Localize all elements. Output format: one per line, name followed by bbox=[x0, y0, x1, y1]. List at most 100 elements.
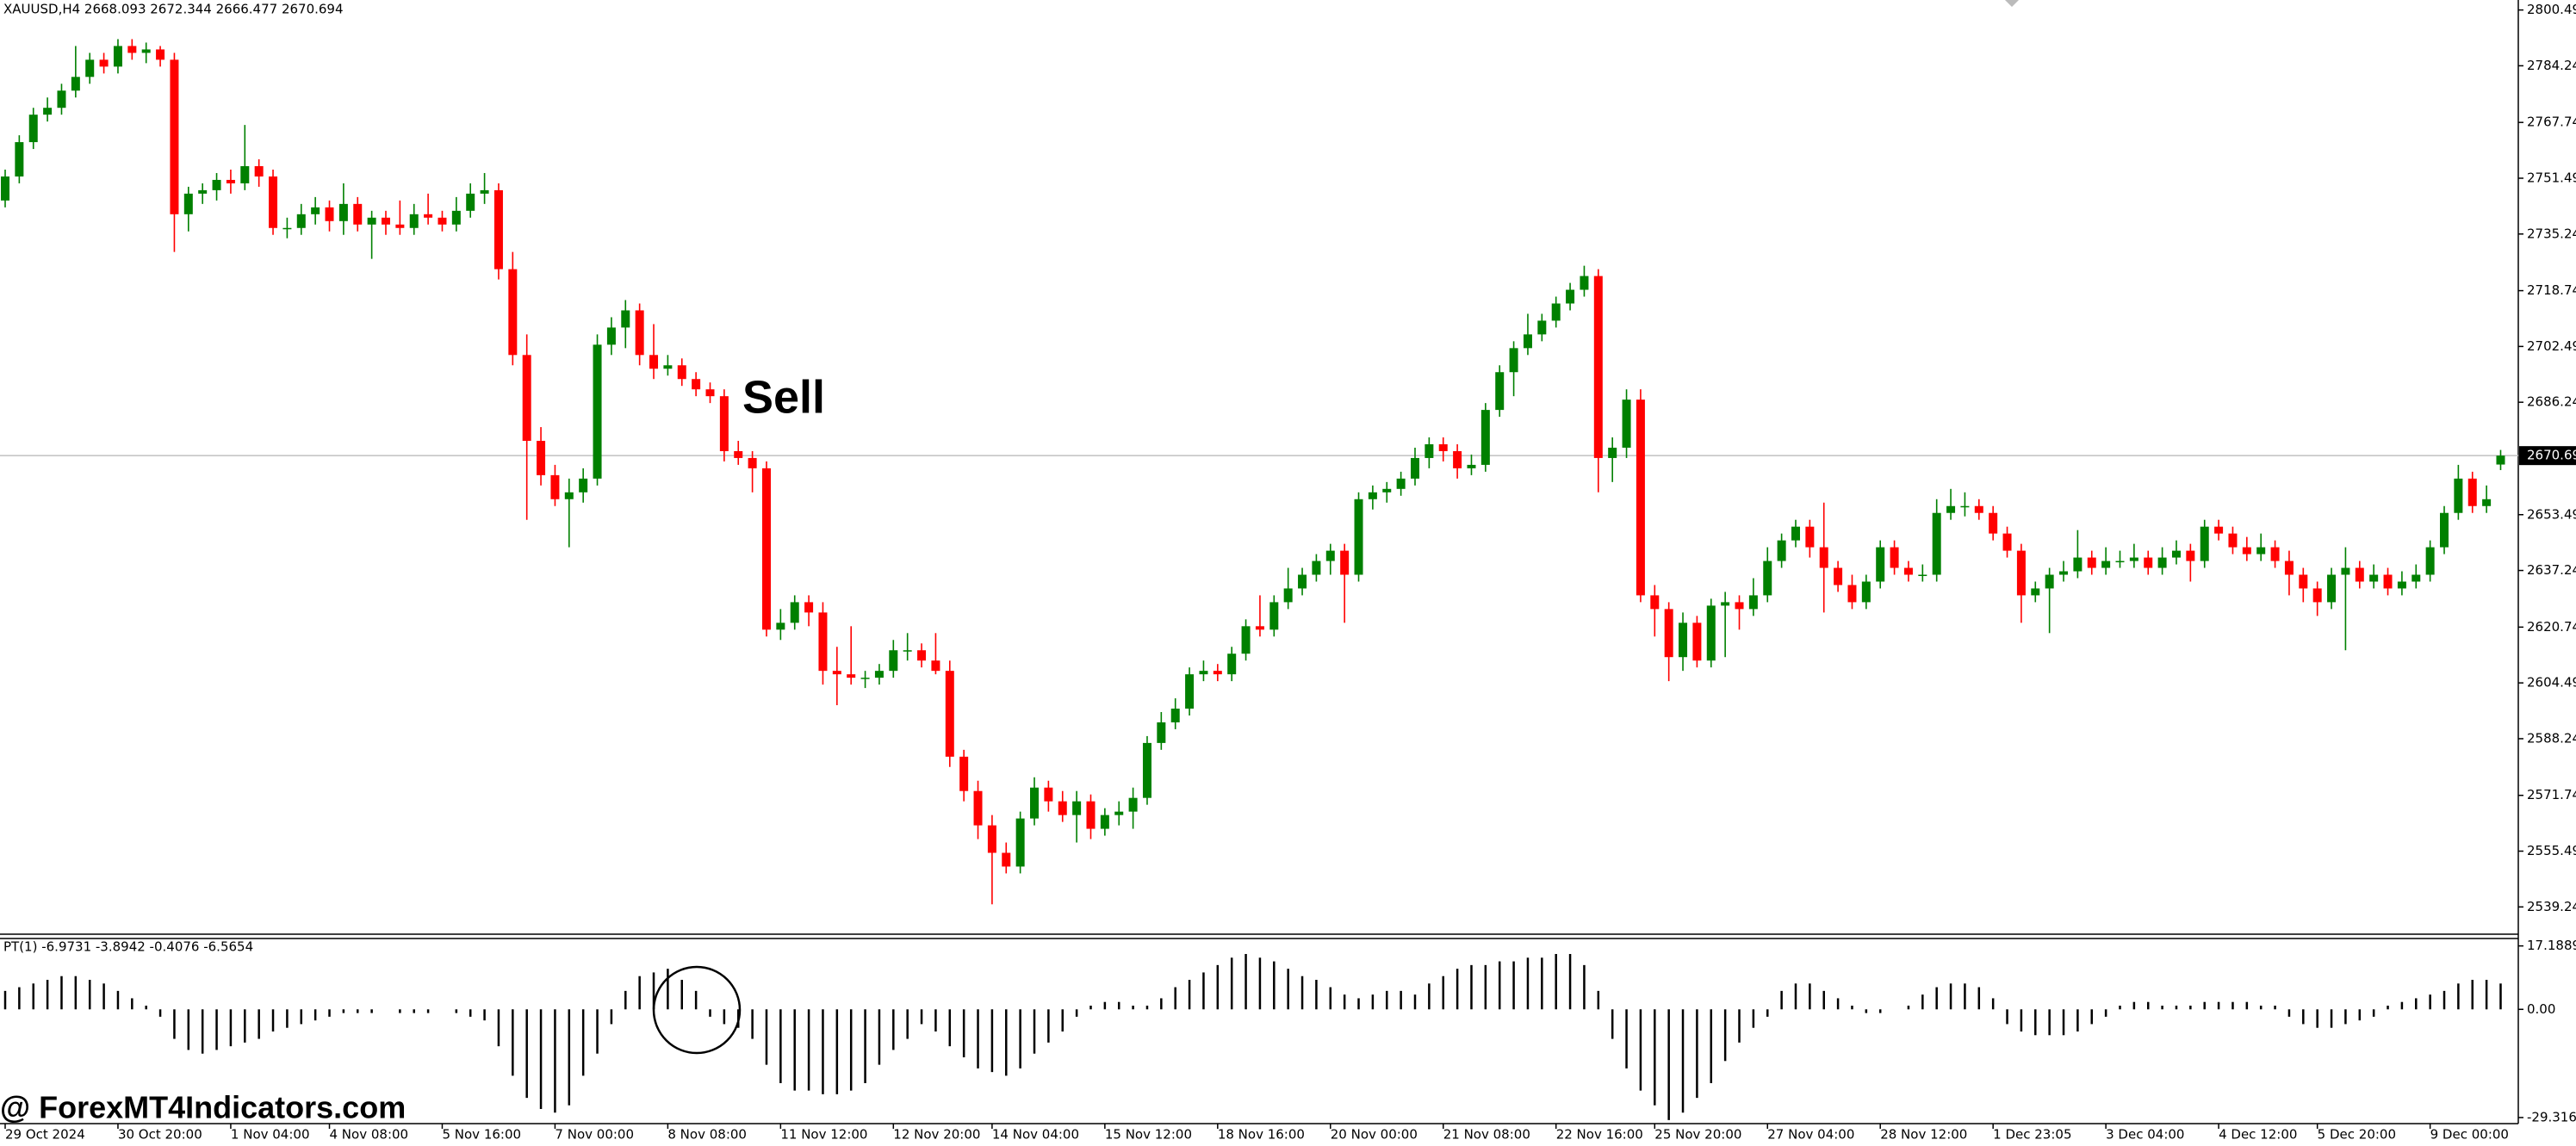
candle-body bbox=[1325, 550, 1335, 561]
candle-body bbox=[1903, 567, 1913, 575]
candle-body bbox=[2101, 561, 2111, 568]
candle-body bbox=[663, 365, 673, 369]
candle-body bbox=[2383, 574, 2393, 589]
candle-body bbox=[1918, 574, 1927, 577]
candle-body bbox=[2256, 547, 2266, 554]
candle-body bbox=[1706, 605, 1716, 661]
candle-body bbox=[1453, 450, 1462, 468]
candle-body bbox=[1735, 602, 1744, 610]
candle-body bbox=[2496, 455, 2505, 465]
candle-body bbox=[353, 203, 363, 225]
y-tick-label: -29.3167 bbox=[2527, 1109, 2576, 1124]
candle-body bbox=[127, 46, 137, 53]
chart-header: XAUUSD,H4 2668.093 2672.344 2666.477 267… bbox=[3, 2, 344, 17]
candle-body bbox=[2016, 550, 2026, 596]
x-tick-label: 25 Nov 20:00 bbox=[1654, 1127, 1741, 1143]
x-tick-label: 5 Dec 20:00 bbox=[2318, 1127, 2396, 1143]
x-tick-label: 8 Nov 08:00 bbox=[667, 1127, 747, 1143]
candle-body bbox=[522, 355, 531, 441]
candle-body bbox=[212, 179, 221, 190]
y-tick-label: 2539.240 bbox=[2527, 899, 2576, 914]
candle-body bbox=[1396, 478, 1406, 489]
candle-body bbox=[2355, 567, 2364, 582]
candle-body bbox=[692, 379, 701, 390]
candle-body bbox=[2341, 567, 2350, 575]
candle-body bbox=[1128, 797, 1138, 812]
x-tick-label: 1 Dec 23:05 bbox=[1993, 1127, 2071, 1143]
candle-body bbox=[973, 790, 983, 826]
candle-body bbox=[43, 108, 53, 115]
candle-body bbox=[170, 59, 179, 214]
candle-body bbox=[28, 115, 38, 143]
candle-body bbox=[1791, 526, 1800, 541]
candle-body bbox=[183, 193, 193, 214]
candle-body bbox=[917, 650, 927, 661]
candle-body bbox=[1960, 505, 1970, 508]
candle-body bbox=[1593, 276, 1603, 458]
candle-body bbox=[226, 179, 235, 183]
candle-body bbox=[113, 46, 122, 67]
x-tick-label: 27 Nov 04:00 bbox=[1767, 1127, 1854, 1143]
candle-body bbox=[2369, 574, 2379, 582]
candle-body bbox=[705, 389, 715, 397]
candle-body bbox=[860, 678, 870, 679]
watermark: @ ForexMT4Indicators.com bbox=[0, 1090, 406, 1125]
candle-body bbox=[2284, 561, 2294, 575]
candle-body bbox=[2412, 574, 2421, 582]
candle-body bbox=[451, 210, 461, 225]
candle-body bbox=[325, 207, 334, 221]
x-tick-label: 5 Nov 16:00 bbox=[442, 1127, 521, 1143]
candle-body bbox=[903, 650, 912, 652]
candle-body bbox=[1298, 574, 1307, 589]
candle-body bbox=[1467, 464, 1476, 468]
y-tick-label: 2555.490 bbox=[2527, 843, 2576, 858]
candle-body bbox=[1523, 334, 1532, 349]
candle-body bbox=[818, 612, 828, 672]
candle-body bbox=[1312, 561, 1321, 575]
x-tick-label: 29 Oct 2024 bbox=[5, 1127, 85, 1143]
candle-body bbox=[1763, 561, 1772, 596]
candle-body bbox=[1537, 320, 1547, 335]
current-price-box bbox=[2519, 446, 2576, 466]
candle-body bbox=[2115, 561, 2125, 563]
y-tick-label: 17.1889 bbox=[2527, 938, 2576, 953]
y-tick-label: 2653.490 bbox=[2527, 506, 2576, 522]
candle-body bbox=[1989, 512, 1998, 534]
candle-body bbox=[1805, 526, 1815, 548]
annotation: Sell bbox=[742, 371, 825, 423]
candle-body bbox=[15, 142, 24, 177]
candle-body bbox=[1480, 410, 1490, 465]
candle-body bbox=[296, 214, 306, 228]
candle-body bbox=[1847, 585, 1857, 603]
candle-body bbox=[1044, 787, 1053, 802]
candle-body bbox=[240, 165, 250, 183]
y-tick-label: 2702.490 bbox=[2527, 338, 2576, 354]
candle-body bbox=[1100, 815, 1109, 829]
candle-body bbox=[1890, 547, 1899, 568]
candle-body bbox=[1170, 709, 1180, 722]
y-tick-label: 2637.240 bbox=[2527, 562, 2576, 578]
candle-body bbox=[381, 217, 390, 225]
candle-body bbox=[2454, 478, 2463, 513]
candle-body bbox=[1777, 540, 1786, 561]
candle-body bbox=[1114, 811, 1124, 815]
candle-body bbox=[1411, 457, 1419, 479]
candle-body bbox=[2425, 547, 2435, 575]
candle-body bbox=[635, 310, 644, 356]
candle-body bbox=[2397, 581, 2406, 589]
candle-body bbox=[987, 825, 996, 853]
candle-body bbox=[1142, 742, 1151, 798]
candle-body bbox=[1551, 303, 1561, 321]
candle-body bbox=[1509, 348, 1518, 373]
candle-body bbox=[945, 671, 954, 757]
candle-body bbox=[1354, 499, 1363, 575]
indicator-header: PT(1) -6.9731 -3.8942 -0.4076 -6.5654 bbox=[3, 939, 253, 955]
candle-body bbox=[2059, 571, 2069, 575]
x-tick-label: 9 Dec 00:00 bbox=[2430, 1127, 2509, 1143]
candle-body bbox=[2002, 533, 2012, 551]
candle-body bbox=[1255, 626, 1264, 630]
candle-body bbox=[579, 478, 588, 492]
candle-body bbox=[761, 468, 771, 630]
candle-body bbox=[1679, 623, 1688, 658]
